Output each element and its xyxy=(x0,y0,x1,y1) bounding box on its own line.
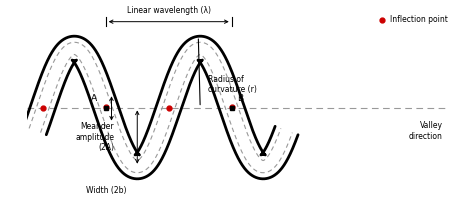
Text: A: A xyxy=(91,94,97,103)
Text: Width (2b): Width (2b) xyxy=(85,186,126,195)
Text: B: B xyxy=(237,94,244,103)
Text: Linear wavelength (λ): Linear wavelength (λ) xyxy=(127,6,211,15)
Text: Inflection point: Inflection point xyxy=(390,15,447,24)
Text: Valley
direction: Valley direction xyxy=(409,121,443,141)
Text: Radius of
curvature (r): Radius of curvature (r) xyxy=(208,75,257,94)
Text: Meander
amplitude
(2A): Meander amplitude (2A) xyxy=(75,122,114,152)
